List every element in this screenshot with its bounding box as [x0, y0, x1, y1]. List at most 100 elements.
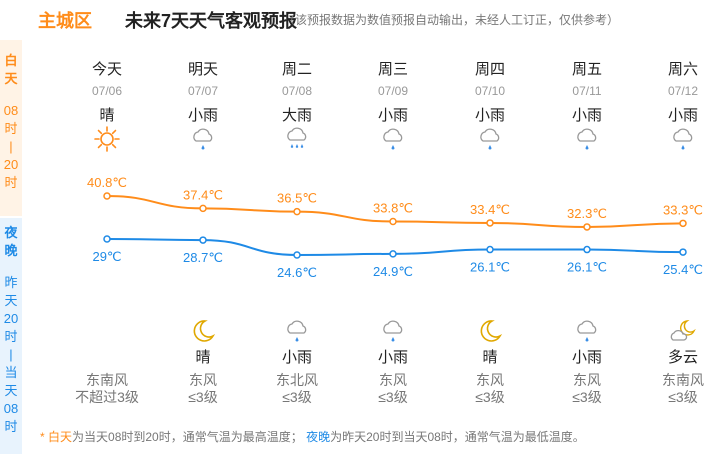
wind-info: 东风 ≤3级	[158, 372, 248, 406]
footer-star: *	[40, 430, 49, 444]
moon-cloud-icon	[638, 316, 720, 346]
day-date: 07/08	[281, 84, 313, 98]
daytime-side-label: 白 天 08 时 | 20 时	[0, 40, 22, 216]
wind-direction: 东南风	[86, 372, 128, 388]
high-temp-label: 32.3℃	[567, 206, 607, 221]
day-name: 周四	[474, 61, 505, 78]
disclaimer-note: （该预报数据为数值预报自动输出，未经人工订正，仅供参考）	[283, 13, 620, 27]
high-temp-label: 40.8℃	[87, 175, 127, 190]
day-range-2: 时	[4, 121, 18, 136]
night-side-label: 夜 晚 昨 天 20 时 | 当 天 08 时	[0, 218, 22, 454]
high-temp-point	[389, 217, 397, 226]
night-range-3: 20	[3, 311, 19, 326]
low-temp-point	[103, 235, 111, 243]
day-date: 07/06	[91, 84, 123, 98]
day-range-1: 08	[3, 103, 19, 118]
low-temp-label: 26.1℃	[470, 260, 510, 275]
light-rain-icon	[638, 124, 720, 152]
night-range-5: |	[9, 347, 13, 362]
night-range-7: 天	[4, 383, 18, 398]
night-range-9: 时	[4, 419, 18, 434]
high-temp-label: 33.4℃	[470, 202, 510, 217]
wind-level: ≤3级	[475, 389, 505, 405]
low-temp-label: 26.1℃	[567, 260, 607, 275]
night-label-2: 晚	[4, 243, 18, 258]
high-temp-point	[199, 204, 207, 213]
light-rain-icon	[348, 124, 438, 152]
moon-icon	[445, 316, 535, 346]
day-weather: 小雨	[571, 107, 602, 124]
high-temp-point	[583, 223, 591, 231]
high-temp-label: 37.4℃	[183, 187, 223, 202]
sun-icon	[62, 124, 152, 152]
low-temp-point	[199, 236, 207, 244]
day-name: 周五	[571, 61, 602, 78]
high-temp-label: 36.5℃	[277, 191, 317, 206]
wind-info: 东风 ≤3级	[542, 372, 632, 406]
light-rain-icon	[542, 316, 632, 346]
high-temp-point	[486, 219, 494, 227]
day-weather: 小雨	[377, 107, 408, 124]
night-label-1: 夜	[4, 225, 18, 240]
night-range-6: 当	[4, 365, 18, 380]
night-weather: 小雨	[571, 349, 602, 366]
low-temp-label: 25.4℃	[663, 262, 703, 277]
low-temp-label: 24.9℃	[373, 264, 413, 279]
wind-info: 东风 ≤3级	[445, 372, 535, 406]
wind-info: 东南风 不超过3级	[62, 372, 152, 406]
wind-level: ≤3级	[668, 389, 698, 405]
day-date: 07/10	[474, 84, 506, 98]
night-range-1: 昨	[4, 275, 18, 290]
district-name: 主城区	[38, 11, 92, 31]
day-name: 周二	[281, 61, 312, 78]
wind-direction: 东风	[189, 372, 217, 388]
footer-day-word: 白天	[48, 430, 73, 444]
day-date: 07/12	[667, 84, 699, 98]
low-temp-label: 24.6℃	[277, 265, 317, 280]
day-weather: 小雨	[667, 107, 698, 124]
day-weather: 小雨	[187, 107, 218, 124]
footer-note: * 白天为当天08时到20时，通常气温为最高温度； 夜晚为昨天20时到当天08时…	[40, 428, 585, 445]
day-name: 周三	[377, 61, 408, 78]
night-weather: 晴	[482, 349, 498, 366]
day-date: 07/09	[377, 84, 409, 98]
day-weather: 小雨	[474, 107, 505, 124]
light-rain-icon	[445, 124, 535, 152]
low-temp-point	[583, 245, 591, 254]
light-rain-icon	[542, 124, 632, 152]
day-label-2: 天	[4, 71, 18, 86]
moon-icon	[158, 316, 248, 346]
day-range-4: 20	[3, 157, 19, 172]
wind-direction: 东南风	[662, 372, 704, 388]
day-date: 07/11	[572, 84, 602, 98]
wind-direction: 东北风	[276, 372, 318, 388]
wind-level: ≤3级	[378, 389, 408, 405]
high-temp-point	[103, 192, 111, 200]
day-name: 明天	[187, 61, 218, 78]
low-temp-point	[679, 248, 687, 256]
wind-info: 东风 ≤3级	[348, 372, 438, 406]
high-temp-label: 33.8℃	[373, 200, 413, 215]
low-temp-label: 28.7℃	[183, 250, 223, 265]
day-name: 周六	[667, 61, 698, 78]
light-rain-icon	[158, 124, 248, 152]
wind-level: ≤3级	[282, 389, 312, 405]
low-temp-point	[389, 250, 397, 258]
day-range-3: |	[9, 139, 13, 154]
day-weather: 晴	[99, 107, 115, 124]
wind-level: ≤3级	[188, 389, 218, 405]
night-weather: 小雨	[281, 349, 312, 366]
low-temp-point	[486, 245, 494, 254]
heavy-rain-icon	[252, 124, 342, 152]
day-label-1: 白	[4, 53, 18, 68]
footer-night-word: 夜晚	[306, 430, 331, 444]
wind-info: 东北风 ≤3级	[252, 372, 342, 406]
low-temp-point	[293, 251, 301, 259]
day-weather: 大雨	[281, 107, 312, 124]
footer-night-text: 为昨天20时到当天08时，通常气温为最低温度。	[330, 430, 585, 444]
wind-info: 东南风 ≤3级	[638, 372, 720, 406]
wind-level: ≤3级	[572, 389, 602, 405]
low-temp-label: 29℃	[92, 249, 121, 264]
day-date: 07/07	[187, 84, 219, 98]
